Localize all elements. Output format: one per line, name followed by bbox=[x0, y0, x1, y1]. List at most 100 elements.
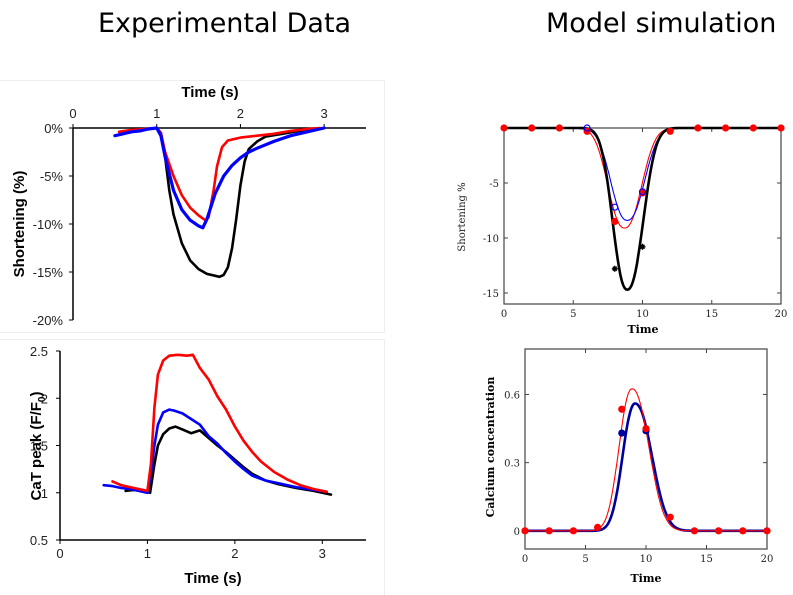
y-tick-label: -15% bbox=[33, 265, 64, 280]
series-curve-red bbox=[525, 388, 767, 532]
model-shortening-chart: Time Shortening % 0 5 10 15 20 -5 -10 -15 bbox=[457, 124, 787, 336]
exp-shortening-axes: 0 1 2 3 0% -5% -10% -15% -20% bbox=[33, 106, 366, 328]
exp-calcium-ylabel-end: ) bbox=[28, 392, 45, 397]
plot-frame bbox=[524, 348, 768, 550]
model-shortening-lines bbox=[500, 124, 785, 292]
marker-red bbox=[777, 124, 785, 132]
model-calcium-ylabel: Calcium concentration bbox=[484, 377, 497, 518]
x-tick-label: 15 bbox=[700, 554, 713, 565]
model-simulation-heading: Model simulation bbox=[546, 8, 777, 39]
model-calcium-axes: 0 5 10 15 20 0 0.3 0.6 bbox=[504, 348, 774, 565]
x-tick-label: 0 bbox=[56, 546, 63, 561]
y-tick-label: -5 bbox=[489, 179, 499, 190]
x-tick-label: 10 bbox=[640, 554, 653, 565]
exp-shortening-xlabel: Time (s) bbox=[181, 84, 238, 101]
x-tick-label: 15 bbox=[705, 309, 718, 320]
marker-red bbox=[763, 527, 771, 535]
marker-blue bbox=[583, 124, 591, 132]
y-tick-label: 1 bbox=[41, 486, 48, 501]
marker-red bbox=[528, 124, 536, 132]
x-tick-label: 2 bbox=[231, 546, 238, 561]
series-line-red bbox=[111, 353, 329, 494]
y-tick-label: -10% bbox=[33, 217, 64, 232]
y-tick-label: -15 bbox=[483, 289, 499, 300]
x-tick-label: 20 bbox=[775, 309, 788, 320]
exp-calcium-ylabel-main: CaT peak (F/F bbox=[28, 402, 45, 500]
marker-red bbox=[611, 217, 619, 226]
exp-calcium-ylabel-sub: 0 bbox=[37, 396, 48, 402]
exp-shortening-chart: Time (s) Shortening (%) 0 1 2 3 0% -5% -10% -15… bbox=[11, 84, 366, 328]
marker-red bbox=[642, 424, 650, 433]
exp-calcium-xlabel: Time (s) bbox=[184, 570, 241, 587]
marker-red bbox=[618, 405, 626, 413]
y-tick-label: 2.5 bbox=[30, 344, 48, 359]
series-curve-red bbox=[504, 127, 781, 229]
marker-blue bbox=[638, 188, 647, 196]
model-calcium-lines bbox=[521, 388, 771, 535]
marker-red bbox=[694, 124, 702, 132]
experimental-data-heading: Experimental Data bbox=[98, 8, 352, 39]
y-tick-label: 0% bbox=[44, 121, 63, 136]
marker-red bbox=[555, 124, 564, 132]
x-tick-label: 20 bbox=[761, 554, 774, 565]
marker-red bbox=[666, 513, 674, 521]
x-tick-label: 0 bbox=[69, 106, 76, 121]
series-curve-black bbox=[504, 126, 781, 292]
x-tick-label: 3 bbox=[321, 106, 328, 121]
series-line-blue bbox=[102, 408, 329, 495]
exp-calcium-lines bbox=[102, 353, 333, 496]
marker-black bbox=[611, 265, 618, 272]
y-tick-label: 0.6 bbox=[504, 390, 520, 401]
marker-red bbox=[521, 527, 529, 535]
plot-frame bbox=[503, 127, 782, 305]
x-tick-label: 1 bbox=[144, 546, 151, 561]
exp-calcium-chart: Time (s) CaT peak (F/F0) 0 1 2 32.521.510.5 bbox=[28, 344, 366, 587]
x-tick-label: 10 bbox=[636, 309, 649, 320]
exp-shortening-ylabel: Shortening (%) bbox=[11, 171, 28, 278]
series-curve-navy bbox=[525, 402, 767, 533]
y-tick-label: 2 bbox=[41, 391, 48, 406]
y-tick-label: 0.3 bbox=[504, 459, 520, 470]
y-tick-label: 0 bbox=[514, 527, 520, 538]
x-tick-label: 5 bbox=[570, 309, 576, 320]
exp-shortening-lines bbox=[113, 126, 326, 279]
marker-blue bbox=[611, 203, 619, 211]
marker-red bbox=[722, 124, 730, 132]
y-tick-label: 1.5 bbox=[30, 439, 48, 454]
series-line-blue bbox=[113, 126, 326, 230]
marker-red bbox=[594, 523, 602, 532]
experimental-shortening-panel bbox=[0, 80, 385, 333]
marker-black bbox=[639, 243, 646, 250]
model-shortening-axes: 0 5 10 15 20 -5 -10 -15 bbox=[483, 127, 788, 320]
marker-red bbox=[749, 124, 757, 132]
experimental-calcium-panel bbox=[0, 339, 385, 595]
model-shortening-xlabel: Time bbox=[627, 323, 658, 336]
y-tick-label: -10 bbox=[483, 234, 499, 245]
x-tick-label: 5 bbox=[582, 554, 588, 565]
series-line-black bbox=[155, 126, 326, 279]
marker-red bbox=[569, 527, 578, 535]
marker-red bbox=[500, 124, 508, 132]
x-tick-label: 0 bbox=[501, 309, 507, 320]
model-calcium-xlabel: Time bbox=[630, 572, 661, 585]
model-calcium-chart: Time Calcium concentration 0 5 10 15 2000.30… bbox=[484, 348, 774, 585]
x-tick-label: 1 bbox=[153, 106, 160, 121]
series-curve-blue bbox=[504, 127, 781, 221]
series-line-red bbox=[117, 126, 322, 222]
x-tick-label: 2 bbox=[237, 106, 244, 121]
marker-red bbox=[715, 527, 723, 535]
y-tick-label: -20% bbox=[33, 313, 64, 328]
x-tick-label: 3 bbox=[319, 546, 326, 561]
exp-calcium-ylabel: CaT peak (F/F0) bbox=[28, 392, 48, 501]
marker-navy bbox=[618, 429, 626, 437]
marker-red bbox=[739, 527, 747, 535]
x-tick-label: 0 bbox=[522, 554, 528, 565]
y-tick-label: 0.5 bbox=[30, 533, 48, 548]
marker-red bbox=[545, 527, 553, 535]
model-shortening-ylabel: Shortening % bbox=[457, 182, 468, 251]
marker-red bbox=[690, 527, 699, 535]
marker-red bbox=[666, 127, 674, 135]
exp-calcium-axes: 0 1 2 3 2.5 2 1.5 1 0.5 bbox=[30, 344, 366, 561]
y-tick-label: -5% bbox=[40, 169, 64, 184]
